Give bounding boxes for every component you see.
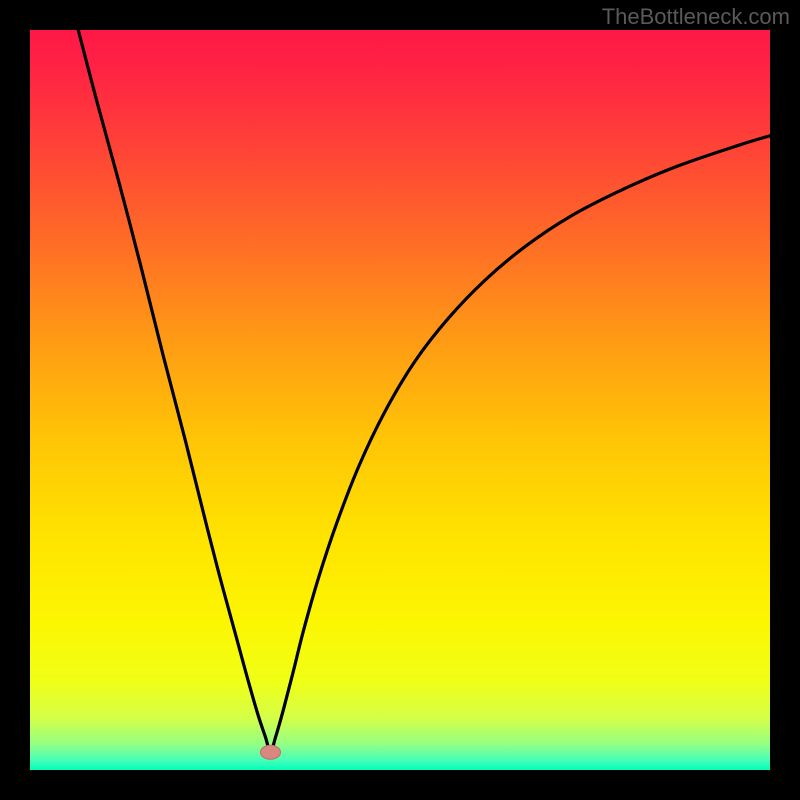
chart-background — [30, 30, 770, 770]
minimum-marker — [261, 745, 281, 759]
bottleneck-chart — [0, 0, 800, 800]
watermark-label: TheBottleneck.com — [602, 4, 790, 30]
chart-container: TheBottleneck.com — [0, 0, 800, 800]
